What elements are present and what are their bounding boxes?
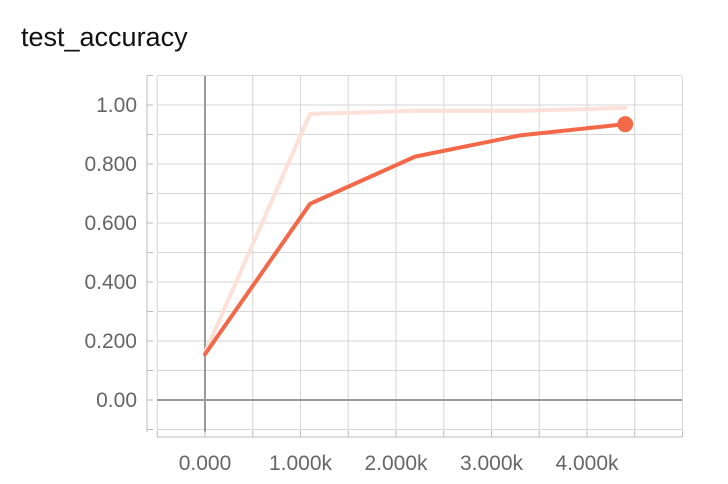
y-tick-label: 1.00 bbox=[96, 94, 137, 117]
tick-labels: 0.00 0.200 0.400 0.600 0.800 1.00 0.000 1.000k 2… bbox=[84, 94, 619, 475]
x-tick-label: 1.000k bbox=[269, 452, 333, 475]
y-tick-label: 0.200 bbox=[84, 330, 137, 353]
last-point-marker bbox=[617, 116, 634, 133]
axes bbox=[146, 75, 683, 438]
x-tick-label: 4.000k bbox=[555, 452, 619, 475]
grid-lines bbox=[156, 75, 683, 432]
series-line-raw bbox=[203, 105, 628, 355]
series-line-smoothed bbox=[203, 122, 628, 357]
y-tick-label: 0.00 bbox=[96, 389, 137, 412]
y-tick-label: 0.600 bbox=[84, 212, 137, 235]
series-lines bbox=[203, 105, 634, 357]
x-tick-label: 0.000 bbox=[179, 452, 232, 475]
y-tick-label: 0.800 bbox=[84, 153, 137, 176]
x-tick-label: 3.000k bbox=[460, 452, 524, 475]
x-tick-label: 2.000k bbox=[364, 452, 428, 475]
chart-title: test_accuracy bbox=[21, 22, 188, 52]
y-tick-label: 0.400 bbox=[84, 271, 137, 294]
